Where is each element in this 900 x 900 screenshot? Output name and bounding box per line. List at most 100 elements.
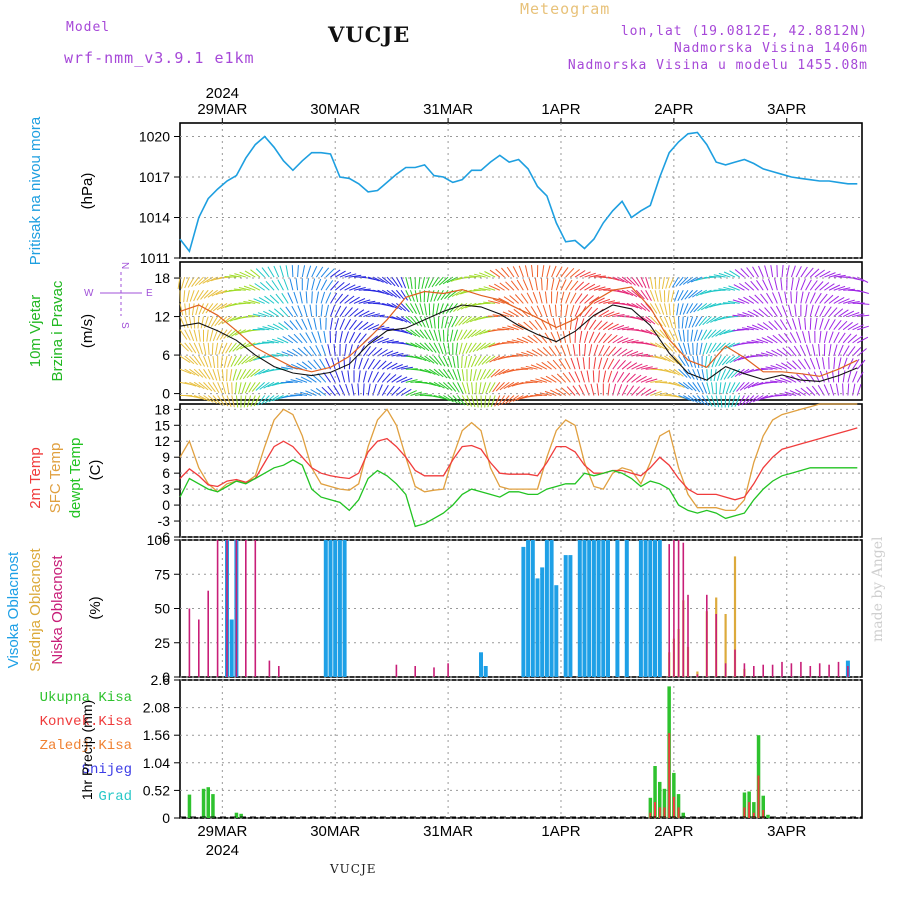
wind-barb <box>752 324 764 331</box>
wind-barb <box>704 355 708 368</box>
wind-barb <box>762 279 769 291</box>
wind-barb <box>179 329 188 340</box>
wind-barb <box>267 266 275 278</box>
wind-barb <box>188 329 195 342</box>
wind-barb <box>746 341 759 344</box>
wind-barb <box>530 379 543 383</box>
wind-barb <box>510 280 520 291</box>
wind-barb <box>743 381 755 390</box>
wind-barb <box>588 331 595 344</box>
wind-barb <box>441 316 444 329</box>
cloud-bar <box>278 666 280 677</box>
wind-barb <box>592 370 595 383</box>
wind-barb <box>511 354 524 357</box>
wind-barb <box>250 368 261 378</box>
wind-barb <box>640 377 653 383</box>
wind-barb <box>211 342 214 355</box>
wind-barb <box>386 385 395 396</box>
wind-barb <box>179 342 189 352</box>
wind-barb <box>598 321 608 331</box>
wind-barb <box>705 342 712 355</box>
cloud-bar <box>395 664 398 677</box>
wind-barb <box>414 355 427 362</box>
wind-barb <box>593 320 603 331</box>
wind-barb <box>579 294 589 304</box>
wind-barb <box>598 309 610 317</box>
precip-bar <box>677 807 680 818</box>
wind-barb <box>255 381 266 391</box>
wind-barb <box>572 344 576 357</box>
wind-barb <box>428 329 435 341</box>
wind-barb <box>207 355 212 368</box>
wind-barb <box>551 278 555 291</box>
wind-barb <box>315 266 324 278</box>
wind-barb <box>757 323 769 331</box>
wind-barb <box>363 346 371 357</box>
wind-barb <box>789 390 802 396</box>
panel-frame-2 <box>179 403 863 538</box>
wind-barb <box>729 382 736 394</box>
wind-barb <box>377 326 390 331</box>
wind-barb <box>469 275 482 278</box>
wind-barb <box>796 373 806 383</box>
wind-barb <box>738 368 750 376</box>
cloud-low-title: Niska Oblacnost <box>49 555 66 665</box>
wind-barb <box>353 309 365 317</box>
wind-barb <box>193 395 206 401</box>
wind-barb <box>544 291 548 304</box>
wind-barb <box>506 340 519 344</box>
wind-barb <box>344 319 352 330</box>
wind-barb <box>473 273 486 278</box>
wind-barb <box>838 320 848 331</box>
wind-barb <box>497 328 510 331</box>
wind-barb <box>764 307 774 317</box>
wind-barb <box>551 265 557 278</box>
compass-w: W <box>84 288 94 299</box>
wind-barb <box>234 273 246 278</box>
cloud-bar <box>447 663 449 677</box>
wind-barb <box>775 305 783 317</box>
wind-barb <box>260 395 270 405</box>
wind-barb <box>424 303 427 316</box>
wind-barb <box>852 335 863 344</box>
wind-barb <box>419 329 428 340</box>
wind-barb <box>488 382 496 393</box>
temp-line-2 <box>179 459 858 528</box>
wind-barb <box>362 358 369 370</box>
wind-barb <box>640 303 651 312</box>
wind-barb <box>583 344 586 357</box>
wind-barb <box>612 276 624 283</box>
pressure-line <box>179 131 858 254</box>
wind-barb <box>435 303 440 316</box>
wind-barb <box>621 384 629 396</box>
wind-barb <box>410 316 419 326</box>
wind-barb <box>668 381 681 387</box>
wind-barb <box>712 342 722 353</box>
wind-barb <box>490 368 501 378</box>
wind-barbs <box>177 265 870 408</box>
wind-barb <box>263 310 275 318</box>
wind-barb <box>306 375 317 383</box>
wind-barb <box>842 333 852 344</box>
wind-barb <box>701 382 708 394</box>
pressure-tick-label: 1020 <box>139 129 170 145</box>
wind-barb <box>536 305 543 317</box>
wind-barb <box>640 366 653 370</box>
wind-barb <box>776 348 788 357</box>
wind-barb <box>664 329 672 340</box>
wind-barb <box>824 283 835 291</box>
wind-barb <box>607 276 620 281</box>
wind-barb <box>739 381 750 391</box>
wind-barb <box>409 290 415 302</box>
wind-barb <box>239 271 251 278</box>
cloud-bar <box>591 540 596 677</box>
wind-barb <box>752 266 759 278</box>
wind-barb <box>574 317 579 330</box>
legend-total-rain: Ukupna Kisa <box>40 690 132 706</box>
wind-barb <box>339 271 352 278</box>
cloud-bar <box>245 540 247 677</box>
wind-barb <box>320 279 328 291</box>
wind-barb <box>784 291 788 304</box>
cloud-bar <box>847 666 849 677</box>
wind-barb <box>367 370 373 383</box>
